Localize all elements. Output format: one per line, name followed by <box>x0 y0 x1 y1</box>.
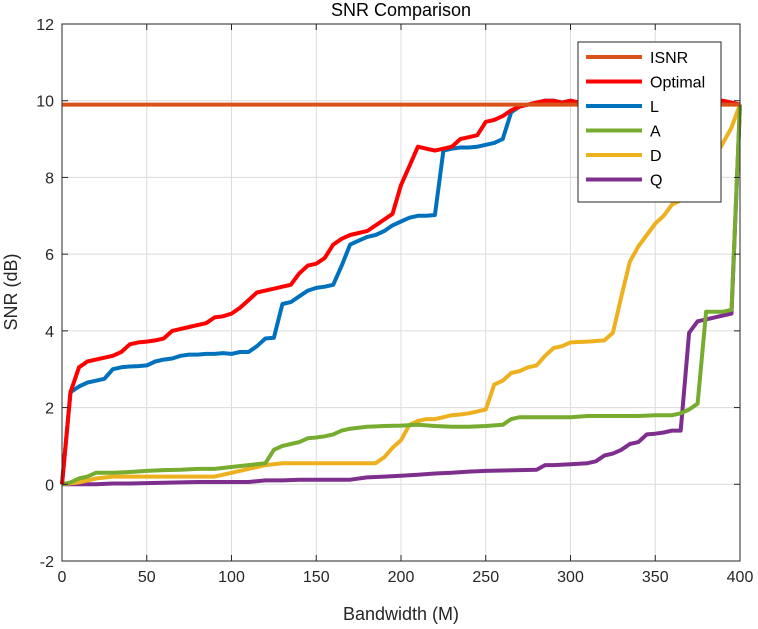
series-line-d <box>61 103 742 487</box>
x-tick-label: 200 <box>388 569 415 586</box>
series-line-q <box>62 104 742 487</box>
chart-title: SNR Comparison <box>331 0 471 20</box>
legend-label-l: L <box>650 99 659 116</box>
y-tick-label: 2 <box>45 401 54 418</box>
x-tick-label: 350 <box>642 569 669 586</box>
legend-label-q: Q <box>650 173 662 190</box>
y-tick-label: 4 <box>45 324 54 341</box>
x-axis-title: Bandwidth (M) <box>343 604 459 624</box>
x-tick-label: 50 <box>138 569 156 586</box>
series-line-optimal <box>60 98 741 485</box>
legend-label-isnr: ISNR <box>650 50 688 67</box>
x-tick-label: 150 <box>303 569 330 586</box>
legend-label-d: D <box>650 148 662 165</box>
x-tick-label: 250 <box>472 569 499 586</box>
legend-label-optimal: Optimal <box>650 75 705 92</box>
y-tick-label: 12 <box>36 17 54 34</box>
legend-label-a: A <box>650 124 661 141</box>
x-tick-label: 100 <box>218 569 245 586</box>
y-tick-label: -2 <box>40 554 54 571</box>
y-tick-label: 8 <box>45 170 54 187</box>
x-tick-label: 400 <box>727 569 754 586</box>
legend-box <box>577 41 722 203</box>
x-tick-label: 300 <box>557 569 584 586</box>
y-tick-label: 10 <box>36 94 54 111</box>
y-tick-label: 0 <box>45 477 54 494</box>
x-tick-label: 0 <box>58 569 67 586</box>
y-axis-title: SNR (dB) <box>1 253 21 330</box>
y-tick-label: 6 <box>45 247 54 264</box>
series-line-a <box>61 104 742 487</box>
